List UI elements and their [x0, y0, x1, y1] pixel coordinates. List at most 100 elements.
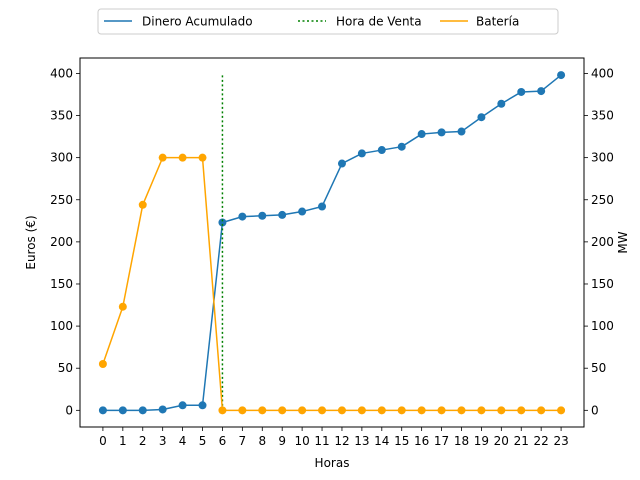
x-tick-label: 8: [258, 434, 266, 448]
legend-box: [97, 8, 559, 35]
x-tick-label: 13: [354, 434, 369, 448]
data-point-bater-a: [298, 406, 307, 415]
legend-label-bater-a: Batería: [476, 15, 519, 29]
legend-label-hora-de-venta: Hora de Venta: [336, 15, 422, 29]
data-point-dinero-acumulado: [517, 87, 526, 96]
plot-frame: [79, 57, 585, 428]
y-right-tick-label: 200: [591, 235, 614, 249]
y-left-tick-label: 100: [50, 319, 73, 333]
data-point-bater-a: [98, 359, 107, 368]
data-point-dinero-acumulado: [377, 146, 386, 155]
data-point-bater-a: [178, 153, 187, 162]
data-point-dinero-acumulado: [158, 405, 167, 414]
x-tick-label: 16: [414, 434, 429, 448]
data-point-dinero-acumulado: [298, 207, 307, 216]
y-axis-label-left: Euros (€): [24, 215, 38, 269]
legend: Dinero Acumulado Hora de Venta Batería: [97, 8, 559, 35]
axes-layer: 0 1 2 3 4 5 6 7 8 9 10 11 12 13 14 15 16 17 18 19 20 21 22 230 0…: [24, 57, 630, 470]
x-tick-label: 7: [239, 434, 247, 448]
series-line-dinero-acumulado: [102, 74, 562, 412]
data-point-dinero-acumulado: [497, 99, 506, 108]
lines-layer: [98, 71, 566, 415]
y-left-tick-label: 0: [65, 403, 73, 417]
y-left-tick-label: 150: [50, 277, 73, 291]
data-point-bater-a: [517, 406, 526, 415]
data-point-dinero-acumulado: [118, 406, 127, 415]
data-point-dinero-acumulado: [537, 87, 546, 96]
x-tick-label: 1: [119, 434, 127, 448]
x-tick-label: 5: [199, 434, 207, 448]
y-right-tick-label: 100: [591, 319, 614, 333]
data-point-bater-a: [258, 406, 267, 415]
x-tick-label: 19: [474, 434, 489, 448]
data-point-bater-a: [377, 406, 386, 415]
x-tick-label: 11: [314, 434, 329, 448]
data-point-bater-a: [218, 406, 227, 415]
data-point-bater-a: [138, 200, 147, 209]
x-tick-label: 14: [374, 434, 389, 448]
data-point-dinero-acumulado: [138, 406, 147, 415]
data-point-bater-a: [278, 406, 287, 415]
data-point-bater-a: [238, 406, 247, 415]
data-point-dinero-acumulado: [98, 406, 107, 415]
data-point-bater-a: [537, 406, 546, 415]
data-point-bater-a: [557, 406, 566, 415]
data-point-dinero-acumulado: [357, 149, 366, 158]
data-point-dinero-acumulado: [258, 211, 267, 220]
x-tick-label: 0: [99, 434, 107, 448]
data-point-dinero-acumulado: [198, 401, 207, 410]
data-point-dinero-acumulado: [477, 113, 486, 122]
x-tick-label: 2: [139, 434, 147, 448]
x-tick-label: 22: [534, 434, 549, 448]
data-point-bater-a: [497, 406, 506, 415]
legend-label-dinero-acumulado: Dinero Acumulado: [142, 15, 253, 29]
data-point-dinero-acumulado: [337, 159, 346, 168]
x-tick-label: 15: [394, 434, 409, 448]
data-point-dinero-acumulado: [178, 401, 187, 410]
data-point-bater-a: [198, 153, 207, 162]
data-point-bater-a: [118, 302, 127, 311]
x-tick-label: 4: [179, 434, 187, 448]
data-point-bater-a: [318, 406, 327, 415]
y-left-tick-label: 250: [50, 193, 73, 207]
x-tick-label: 18: [454, 434, 469, 448]
x-tick-label: 6: [219, 434, 227, 448]
y-right-tick-label: 350: [591, 109, 614, 123]
data-point-bater-a: [437, 406, 446, 415]
data-point-dinero-acumulado: [417, 130, 426, 139]
y-left-tick-label: 300: [50, 151, 73, 165]
data-point-dinero-acumulado: [557, 71, 566, 80]
y-right-tick-label: 150: [591, 277, 614, 291]
data-point-dinero-acumulado: [238, 212, 247, 221]
data-point-dinero-acumulado: [437, 128, 446, 137]
x-tick-label: 3: [159, 434, 167, 448]
data-point-dinero-acumulado: [318, 202, 327, 211]
y-right-tick-label: 50: [591, 361, 606, 375]
y-left-tick-label: 400: [50, 66, 73, 80]
data-point-bater-a: [357, 406, 366, 415]
x-axis-label: Horas: [315, 456, 350, 470]
y-left-tick-label: 50: [58, 361, 73, 375]
y-right-tick-label: 300: [591, 151, 614, 165]
series-line-bater-a: [102, 156, 562, 412]
data-point-dinero-acumulado: [397, 142, 406, 151]
data-point-bater-a: [397, 406, 406, 415]
data-point-bater-a: [477, 406, 486, 415]
y-axis-label-right: MW: [616, 231, 630, 253]
y-left-tick-label: 350: [50, 109, 73, 123]
data-point-bater-a: [417, 406, 426, 415]
x-tick-label: 12: [334, 434, 349, 448]
y-right-tick-label: 400: [591, 66, 614, 80]
x-tick-label: 20: [494, 434, 509, 448]
data-point-dinero-acumulado: [278, 210, 287, 219]
data-point-dinero-acumulado: [457, 127, 466, 136]
y-left-tick-label: 200: [50, 235, 73, 249]
x-tick-label: 23: [553, 434, 568, 448]
data-point-dinero-acumulado: [218, 218, 227, 227]
x-tick-label: 10: [294, 434, 309, 448]
data-point-bater-a: [457, 406, 466, 415]
y-right-tick-label: 250: [591, 193, 614, 207]
x-tick-label: 9: [278, 434, 286, 448]
data-point-bater-a: [337, 406, 346, 415]
